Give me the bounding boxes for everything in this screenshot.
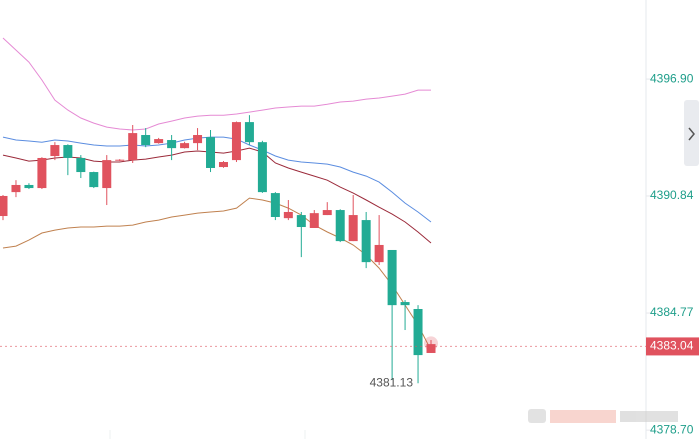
candle-body <box>11 184 21 193</box>
candle-body <box>24 184 34 189</box>
candle-body <box>335 210 345 242</box>
candle-body <box>257 142 267 193</box>
last-price-badge <box>646 337 699 356</box>
candle-body <box>180 143 190 149</box>
watermark-logo <box>528 409 546 423</box>
candle-body <box>50 145 60 157</box>
expand-icon[interactable] <box>688 127 695 141</box>
candle-body <box>374 244 384 263</box>
candle-body <box>63 145 73 158</box>
y-tick-label: 4384.77 <box>650 305 694 319</box>
candle-body <box>426 344 436 353</box>
candle-body <box>206 137 216 169</box>
candle-body <box>167 140 177 149</box>
side-tab[interactable] <box>684 100 699 166</box>
candle-body <box>400 302 410 306</box>
overlay-line <box>2 136 432 223</box>
overlay-line <box>2 197 432 351</box>
watermark <box>528 409 678 423</box>
last-price-glow <box>424 336 439 351</box>
candle-body <box>115 159 125 161</box>
candle-body <box>37 157 47 189</box>
y-tick-label: 4390.84 <box>650 188 694 202</box>
candle-body <box>348 215 358 242</box>
candle-body <box>218 162 228 168</box>
overlay-line <box>2 37 431 131</box>
candle-body <box>231 122 241 161</box>
watermark-text <box>620 411 678 422</box>
y-tick-label: 4378.70 <box>650 422 694 436</box>
candle-body <box>361 220 371 263</box>
candle-body <box>244 122 254 143</box>
low-annotation: 4381.13 <box>370 375 414 389</box>
candle-body <box>102 160 112 189</box>
candle-body <box>193 135 203 144</box>
last-price-label: 4383.04 <box>650 339 694 353</box>
candle-body <box>76 157 86 173</box>
watermark-block <box>550 410 616 423</box>
overlay-line <box>2 147 432 244</box>
candle-body <box>322 210 332 216</box>
candle-body <box>0 195 8 217</box>
candle-body <box>309 213 319 228</box>
candle-body <box>296 215 306 228</box>
y-tick-label: 4396.90 <box>650 71 694 85</box>
plot-area: 4381.13 <box>0 37 646 389</box>
price-axis: 4396.90 4390.84 4384.77 4378.70 4383.04 <box>646 71 699 436</box>
candle-body <box>128 133 138 161</box>
candle-body <box>270 193 280 217</box>
candle-body <box>387 249 397 306</box>
candle-body <box>413 308 423 356</box>
candle-body <box>283 211 293 219</box>
candle-body <box>141 135 151 146</box>
candle-body <box>89 172 99 188</box>
candle-body <box>154 139 164 144</box>
